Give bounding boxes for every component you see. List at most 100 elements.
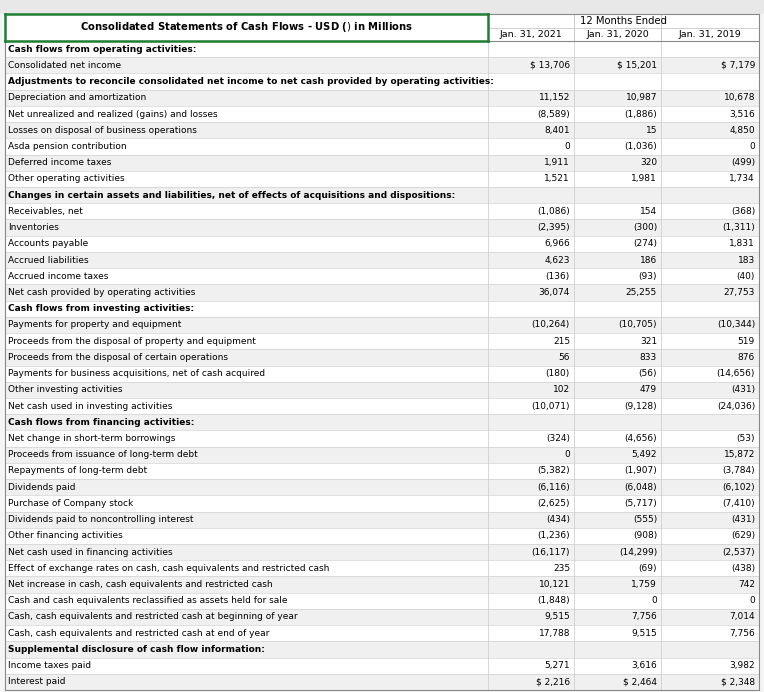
Text: 1,759: 1,759 bbox=[631, 580, 657, 589]
Text: Cash flows from financing activities:: Cash flows from financing activities: bbox=[8, 418, 194, 427]
Text: (1,907): (1,907) bbox=[624, 466, 657, 475]
Text: 6,966: 6,966 bbox=[544, 239, 570, 248]
Text: 102: 102 bbox=[553, 385, 570, 394]
Bar bbox=[5, 430, 759, 446]
Bar bbox=[5, 641, 759, 657]
Bar bbox=[5, 544, 759, 561]
Text: (368): (368) bbox=[730, 207, 755, 216]
Bar bbox=[5, 479, 759, 495]
Bar bbox=[5, 609, 759, 625]
Text: (438): (438) bbox=[731, 564, 755, 573]
Text: 320: 320 bbox=[640, 158, 657, 167]
Text: 1,981: 1,981 bbox=[631, 174, 657, 183]
Text: 186: 186 bbox=[639, 255, 657, 264]
Text: Dividends paid: Dividends paid bbox=[8, 483, 76, 492]
Bar bbox=[5, 171, 759, 187]
Text: 0: 0 bbox=[565, 142, 570, 151]
Text: 8,401: 8,401 bbox=[545, 126, 570, 135]
Text: Net increase in cash, cash equivalents and restricted cash: Net increase in cash, cash equivalents a… bbox=[8, 580, 273, 589]
Text: (434): (434) bbox=[546, 515, 570, 524]
Text: Interest paid: Interest paid bbox=[8, 677, 66, 686]
Text: (6,116): (6,116) bbox=[537, 483, 570, 492]
Text: Payments for business acquisitions, net of cash acquired: Payments for business acquisitions, net … bbox=[8, 369, 265, 378]
Text: Deferred income taxes: Deferred income taxes bbox=[8, 158, 112, 167]
Bar bbox=[5, 528, 759, 544]
Text: Other operating activities: Other operating activities bbox=[8, 174, 125, 183]
Bar bbox=[5, 219, 759, 236]
Bar bbox=[0, 0, 764, 14]
Bar bbox=[5, 106, 759, 122]
Text: 1,831: 1,831 bbox=[730, 239, 755, 248]
Text: (180): (180) bbox=[545, 369, 570, 378]
Text: Jan. 31, 2021: Jan. 31, 2021 bbox=[500, 30, 562, 39]
Text: (136): (136) bbox=[545, 272, 570, 281]
Text: (93): (93) bbox=[639, 272, 657, 281]
Text: (499): (499) bbox=[731, 158, 755, 167]
Bar bbox=[5, 236, 759, 252]
Bar bbox=[5, 138, 759, 154]
Text: 10,678: 10,678 bbox=[724, 93, 755, 102]
Bar bbox=[5, 73, 759, 90]
Text: Payments for property and equipment: Payments for property and equipment bbox=[8, 320, 181, 329]
Text: 17,788: 17,788 bbox=[539, 629, 570, 638]
Text: Purchase of Company stock: Purchase of Company stock bbox=[8, 499, 133, 508]
Text: 519: 519 bbox=[738, 337, 755, 346]
Text: 154: 154 bbox=[640, 207, 657, 216]
Text: 56: 56 bbox=[558, 353, 570, 362]
Text: $ 2,464: $ 2,464 bbox=[623, 677, 657, 686]
Bar bbox=[5, 41, 759, 57]
Bar bbox=[5, 365, 759, 382]
Bar bbox=[5, 57, 759, 73]
Text: 10,121: 10,121 bbox=[539, 580, 570, 589]
Bar bbox=[5, 511, 759, 528]
Text: (300): (300) bbox=[633, 223, 657, 232]
Text: 0: 0 bbox=[565, 450, 570, 459]
Text: (6,102): (6,102) bbox=[723, 483, 755, 492]
Text: 3,982: 3,982 bbox=[730, 661, 755, 670]
Bar bbox=[5, 300, 759, 317]
Text: Net unrealized and realized (gains) and losses: Net unrealized and realized (gains) and … bbox=[8, 109, 218, 118]
Text: $ 15,201: $ 15,201 bbox=[617, 61, 657, 70]
Text: Receivables, net: Receivables, net bbox=[8, 207, 83, 216]
Text: Net cash used in financing activities: Net cash used in financing activities bbox=[8, 547, 173, 556]
Text: (1,236): (1,236) bbox=[537, 531, 570, 540]
Bar bbox=[488, 28, 759, 41]
Bar bbox=[5, 561, 759, 576]
Text: 215: 215 bbox=[553, 337, 570, 346]
Text: (1,848): (1,848) bbox=[537, 597, 570, 606]
Text: Proceeds from issuance of long-term debt: Proceeds from issuance of long-term debt bbox=[8, 450, 198, 459]
Text: 321: 321 bbox=[640, 337, 657, 346]
Text: 742: 742 bbox=[738, 580, 755, 589]
Bar bbox=[5, 317, 759, 333]
Text: Other investing activities: Other investing activities bbox=[8, 385, 122, 394]
Text: Accrued liabilities: Accrued liabilities bbox=[8, 255, 89, 264]
Text: (10,071): (10,071) bbox=[532, 401, 570, 410]
Text: Cash flows from operating activities:: Cash flows from operating activities: bbox=[8, 44, 196, 53]
Bar bbox=[5, 625, 759, 641]
Text: 235: 235 bbox=[553, 564, 570, 573]
Text: 0: 0 bbox=[651, 597, 657, 606]
Text: 0: 0 bbox=[749, 597, 755, 606]
Text: 25,255: 25,255 bbox=[626, 288, 657, 297]
Text: (431): (431) bbox=[731, 515, 755, 524]
Text: Inventories: Inventories bbox=[8, 223, 59, 232]
Text: (629): (629) bbox=[731, 531, 755, 540]
Bar bbox=[5, 333, 759, 349]
Bar bbox=[5, 446, 759, 463]
Text: 36,074: 36,074 bbox=[539, 288, 570, 297]
Text: 0: 0 bbox=[749, 142, 755, 151]
Text: Cash and cash equivalents reclassified as assets held for sale: Cash and cash equivalents reclassified a… bbox=[8, 597, 287, 606]
Text: 4,850: 4,850 bbox=[730, 126, 755, 135]
Text: $ 2,348: $ 2,348 bbox=[721, 677, 755, 686]
Text: 15: 15 bbox=[646, 126, 657, 135]
Text: $ 2,216: $ 2,216 bbox=[536, 677, 570, 686]
Text: (908): (908) bbox=[633, 531, 657, 540]
Text: Net change in short-term borrowings: Net change in short-term borrowings bbox=[8, 434, 176, 443]
Text: (40): (40) bbox=[736, 272, 755, 281]
Text: 3,516: 3,516 bbox=[730, 109, 755, 118]
Text: Proceeds from the disposal of certain operations: Proceeds from the disposal of certain op… bbox=[8, 353, 228, 362]
Bar bbox=[5, 154, 759, 171]
Text: Proceeds from the disposal of property and equipment: Proceeds from the disposal of property a… bbox=[8, 337, 256, 346]
Text: Adjustments to reconcile consolidated net income to net cash provided by operati: Adjustments to reconcile consolidated ne… bbox=[8, 77, 494, 86]
Text: (1,036): (1,036) bbox=[624, 142, 657, 151]
